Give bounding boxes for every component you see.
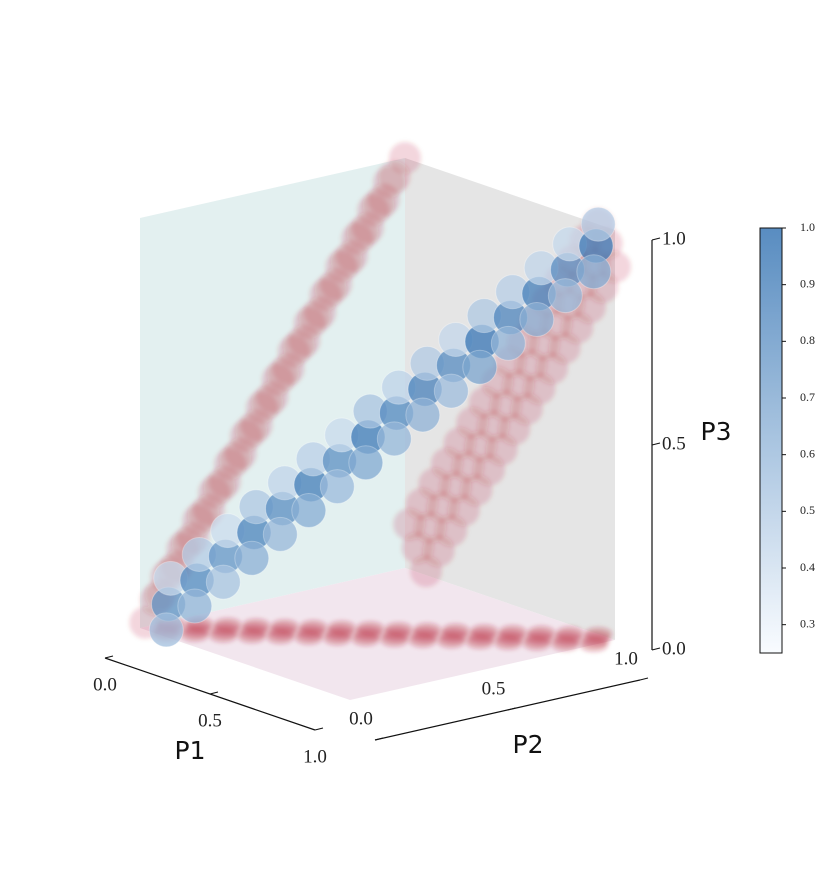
x-axis-tick-label: 1.0: [303, 746, 327, 767]
projection-point: [327, 620, 356, 635]
point: [177, 588, 213, 624]
x-axis-tick: [209, 691, 219, 695]
point: [262, 516, 298, 552]
y-axis-tick-label: 0.0: [349, 708, 373, 729]
projection-point: [351, 211, 384, 244]
projection-point: [551, 637, 580, 652]
point: [376, 421, 412, 457]
point: [348, 445, 384, 481]
projection-point: [266, 629, 295, 644]
colorbar-tick-label: 0.7: [800, 390, 815, 404]
x-axis-label: P1: [175, 736, 206, 765]
z-axis-tick: [651, 647, 661, 651]
projection-point: [527, 625, 556, 640]
z-axis-tick: [651, 237, 661, 241]
projection-point: [384, 622, 413, 637]
projection-point: [323, 631, 352, 646]
point: [148, 612, 184, 648]
projection-point: [294, 630, 323, 645]
projection-point: [242, 618, 271, 633]
colorbar-tick-label: 0.9: [800, 276, 815, 290]
colorbar-tick-label: 0.3: [800, 616, 815, 630]
projection-point: [465, 634, 494, 649]
projection-point: [208, 465, 241, 498]
projection-point: [288, 324, 321, 357]
colorbar-tick-label: 0.4: [800, 560, 815, 574]
projection-point: [256, 381, 289, 414]
z-axis-tick-label: 1.0: [662, 228, 686, 249]
y-axis-tick: [374, 737, 384, 741]
point: [405, 397, 441, 433]
x-axis-tick: [314, 727, 324, 731]
projection-point: [237, 629, 266, 644]
projection-point: [555, 626, 584, 641]
projection-point: [470, 624, 499, 639]
point: [519, 301, 555, 337]
colorbar-tick-label: 0.8: [800, 333, 815, 347]
projection-point: [389, 142, 421, 174]
point: [580, 206, 616, 242]
projection-point: [240, 409, 273, 442]
point: [291, 493, 327, 528]
projection-point: [336, 240, 368, 273]
projection-point: [351, 632, 380, 647]
projection-point: [498, 625, 527, 640]
projection-point: [209, 628, 238, 643]
y-axis-tick-label: 0.5: [482, 678, 506, 699]
projection-point: [579, 637, 608, 652]
y-axis-tick-label: 1.0: [614, 648, 638, 669]
point: [490, 325, 526, 361]
colorbar-tick-label: 0.6: [800, 446, 815, 460]
projection-point: [408, 633, 437, 648]
z-axis-tick-label: 0.5: [662, 433, 686, 454]
points: [148, 206, 616, 648]
z-axis-label: P3: [701, 417, 732, 446]
x-axis-tick-label: 0.5: [198, 710, 222, 731]
y-axis-label: P2: [513, 730, 544, 759]
projection-point: [180, 627, 209, 642]
x-axis-tick: [104, 655, 114, 659]
projection-point: [299, 620, 328, 635]
point: [462, 349, 498, 385]
projection-point: [413, 622, 442, 637]
point: [433, 373, 469, 409]
projection-point: [213, 617, 242, 632]
z-axis-tick-label: 0.0: [662, 638, 686, 659]
projection-point: [320, 268, 353, 301]
point: [234, 540, 270, 576]
projection-point: [367, 183, 400, 216]
projection-point: [437, 634, 466, 649]
projection-point: [270, 619, 299, 634]
projection-point: [224, 437, 257, 470]
point: [319, 469, 355, 505]
z-axis-tick: [651, 442, 661, 446]
projection-point: [304, 296, 337, 329]
projection-point: [584, 627, 613, 642]
x-axis-tick-label: 0.0: [93, 674, 117, 695]
colorbar: [759, 227, 783, 654]
point: [547, 278, 583, 314]
projection-point: [356, 621, 385, 636]
projection-point: [494, 635, 523, 650]
y-axis-tick: [639, 677, 649, 681]
y-axis-tick: [507, 707, 516, 711]
colorbar-tick-label: 1.0: [800, 220, 815, 234]
projection-point: [380, 632, 409, 647]
colorbar-tick-label: 0.5: [800, 503, 815, 517]
projection-point: [522, 636, 551, 651]
point: [205, 564, 241, 600]
projection-point: [441, 623, 470, 638]
projection-point: [272, 352, 305, 385]
point: [576, 254, 612, 290]
